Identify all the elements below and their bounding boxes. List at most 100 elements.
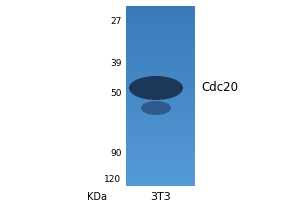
- Bar: [126, 26, 195, 27]
- Bar: [126, 43, 195, 44]
- Bar: [126, 59, 195, 60]
- Bar: [126, 95, 195, 96]
- Bar: [126, 127, 195, 128]
- Bar: [126, 184, 195, 185]
- Bar: [126, 91, 195, 92]
- Ellipse shape: [129, 76, 183, 100]
- Bar: [126, 109, 195, 110]
- Bar: [126, 157, 195, 158]
- Bar: [126, 133, 195, 134]
- Text: 39: 39: [110, 58, 122, 68]
- Bar: [126, 121, 195, 122]
- Bar: [126, 9, 195, 10]
- Bar: [126, 173, 195, 174]
- Bar: [126, 79, 195, 80]
- Text: Cdc20: Cdc20: [201, 81, 238, 94]
- Bar: [126, 110, 195, 111]
- Bar: [126, 119, 195, 120]
- Bar: [126, 52, 195, 53]
- Bar: [126, 93, 195, 94]
- Bar: [126, 117, 195, 118]
- Bar: [126, 168, 195, 169]
- Bar: [126, 25, 195, 26]
- Bar: [126, 162, 195, 163]
- Bar: [126, 99, 195, 100]
- Bar: [126, 62, 195, 63]
- Bar: [126, 160, 195, 161]
- Bar: [126, 53, 195, 54]
- Bar: [126, 36, 195, 37]
- Bar: [126, 88, 195, 89]
- Bar: [126, 123, 195, 124]
- Bar: [126, 74, 195, 75]
- Bar: [126, 142, 195, 143]
- Bar: [126, 124, 195, 125]
- Bar: [126, 179, 195, 180]
- Bar: [126, 97, 195, 98]
- Bar: [126, 178, 195, 179]
- Bar: [126, 94, 195, 95]
- Bar: [126, 33, 195, 34]
- Bar: [126, 137, 195, 138]
- Bar: [126, 20, 195, 21]
- Bar: [126, 27, 195, 28]
- Bar: [126, 6, 195, 7]
- Bar: [126, 139, 195, 140]
- Bar: [126, 155, 195, 156]
- Bar: [126, 86, 195, 87]
- Bar: [126, 92, 195, 93]
- Bar: [126, 84, 195, 85]
- Bar: [126, 141, 195, 142]
- Bar: [126, 165, 195, 166]
- Bar: [126, 104, 195, 105]
- Bar: [126, 172, 195, 173]
- Bar: [126, 113, 195, 114]
- Bar: [126, 31, 195, 32]
- Bar: [126, 89, 195, 90]
- Bar: [126, 46, 195, 47]
- Bar: [126, 78, 195, 79]
- Bar: [126, 111, 195, 112]
- Bar: [126, 70, 195, 71]
- Bar: [126, 32, 195, 33]
- Bar: [126, 12, 195, 13]
- Bar: [126, 107, 195, 108]
- Bar: [126, 151, 195, 152]
- Bar: [126, 28, 195, 29]
- Bar: [126, 11, 195, 12]
- Bar: [126, 171, 195, 172]
- Text: 50: 50: [110, 88, 122, 98]
- Bar: [126, 39, 195, 40]
- Text: 3T3: 3T3: [150, 192, 171, 200]
- Bar: [126, 42, 195, 43]
- Bar: [126, 15, 195, 16]
- Bar: [126, 134, 195, 135]
- Bar: [126, 81, 195, 82]
- Bar: [126, 10, 195, 11]
- Bar: [126, 48, 195, 49]
- Bar: [126, 98, 195, 99]
- Bar: [126, 147, 195, 148]
- Bar: [126, 14, 195, 15]
- Bar: [126, 82, 195, 83]
- Bar: [126, 21, 195, 22]
- Bar: [126, 126, 195, 127]
- Bar: [126, 161, 195, 162]
- Bar: [126, 118, 195, 119]
- Text: 120: 120: [104, 176, 122, 184]
- Bar: [126, 67, 195, 68]
- Bar: [126, 159, 195, 160]
- Bar: [126, 128, 195, 129]
- Bar: [126, 71, 195, 72]
- Bar: [126, 135, 195, 136]
- Bar: [126, 34, 195, 35]
- Bar: [126, 125, 195, 126]
- Bar: [126, 116, 195, 117]
- Bar: [126, 120, 195, 121]
- Bar: [126, 55, 195, 56]
- Bar: [126, 17, 195, 18]
- Bar: [126, 132, 195, 133]
- Bar: [126, 87, 195, 88]
- Bar: [126, 167, 195, 168]
- Bar: [126, 30, 195, 31]
